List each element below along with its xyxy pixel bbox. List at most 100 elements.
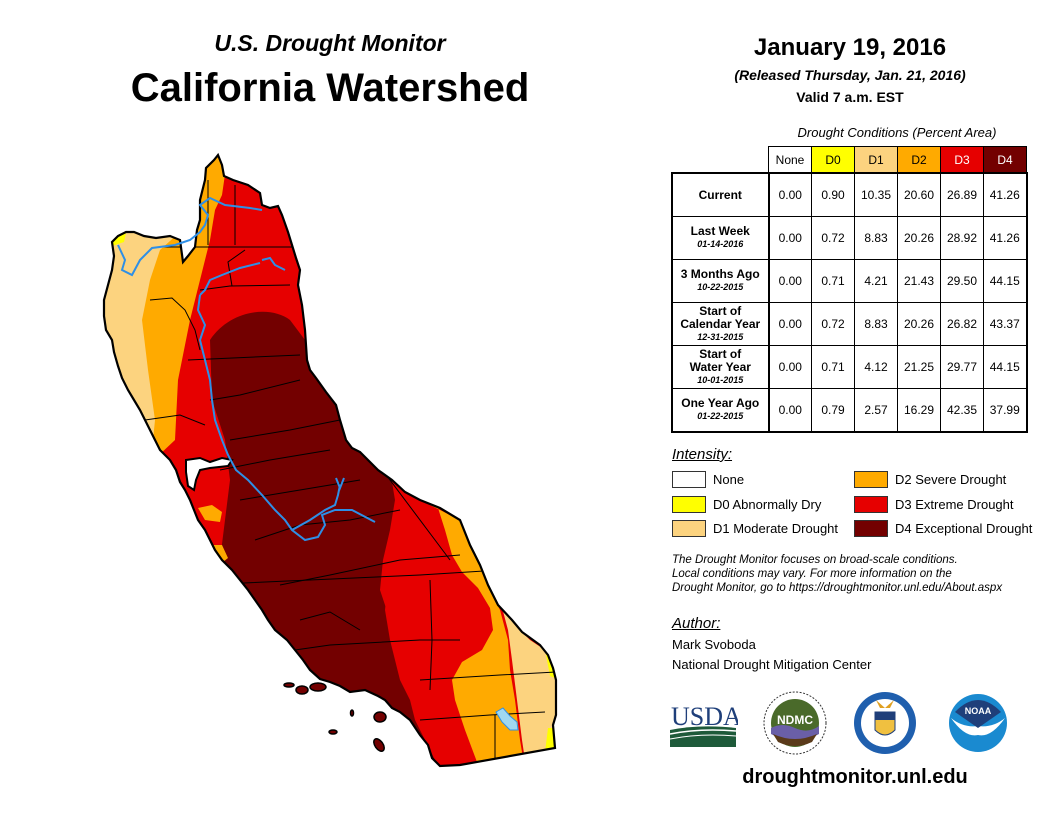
- col-d4: D4: [983, 146, 1027, 174]
- row-label-text: 3 Months Ago: [680, 267, 760, 281]
- cell-d3: 28.92: [940, 216, 984, 260]
- table-row: One Year Ago 01-22-2015 0.00 0.79 2.57 16.29 4…: [671, 388, 1027, 433]
- legend-item-d2: D2 Severe Drought: [854, 471, 1006, 488]
- legend-label: D2 Severe Drought: [895, 472, 1007, 487]
- row-label: Start of Calendar Year 12-31-2015: [671, 302, 770, 346]
- basin-boundaries: [144, 180, 556, 766]
- cell-d2: 20.60: [897, 172, 941, 217]
- cell-d4: 44.15: [983, 259, 1027, 303]
- noaa-logo: NOAA: [949, 694, 1007, 752]
- cell-d4: 44.15: [983, 345, 1027, 389]
- legend-swatch-d4: [854, 520, 888, 537]
- legend-item-none: None: [672, 471, 744, 488]
- ndmc-logo: NDMC: [763, 691, 827, 755]
- row-label: Last Week 01-14-2016: [671, 216, 770, 260]
- band-d1-east: [455, 512, 556, 766]
- col-d1: D1: [854, 146, 898, 174]
- cell-d4: 43.37: [983, 302, 1027, 346]
- usda-logo-text: USDA: [671, 702, 738, 731]
- legend-item-d0: D0 Abnormally Dry: [672, 496, 821, 513]
- cell-d3: 42.35: [940, 388, 984, 433]
- col-d2: D2: [897, 146, 941, 174]
- note-line: The Drought Monitor focuses on broad-sca…: [672, 554, 958, 566]
- website-link[interactable]: droughtmonitor.unl.edu: [742, 766, 968, 788]
- table-caption: Drought Conditions (Percent Area): [797, 125, 997, 140]
- cell-d3: 26.82: [940, 302, 984, 346]
- cell-d3: 29.50: [940, 259, 984, 303]
- legend-heading: Intensity:: [672, 446, 733, 463]
- row-label: One Year Ago 01-22-2015: [671, 388, 770, 433]
- table-row: Start of Water Year 10-01-2015 0.00 0.71 4.12…: [671, 345, 1027, 389]
- row-label: Start of Water Year 10-01-2015: [671, 345, 770, 389]
- cell-d0: 0.72: [811, 302, 855, 346]
- cell-d1: 4.21: [854, 259, 898, 303]
- cell-d0: 0.90: [811, 172, 855, 217]
- legend-label: D4 Exceptional Drought: [895, 521, 1033, 536]
- table-row: 3 Months Ago 10-22-2015 0.00 0.71 4.21 21.43 2…: [671, 259, 1027, 303]
- row-date: 12-31-2015: [697, 331, 744, 342]
- salton-sea: [495, 707, 519, 731]
- col-d3: D3: [940, 146, 984, 174]
- table-row: Last Week 01-14-2016 0.00 0.72 8.83 20.26 28.9…: [671, 216, 1027, 260]
- legend-label: None: [713, 472, 745, 487]
- valid-time: Valid 7 a.m. EST: [796, 89, 904, 105]
- cell-none: 0.00: [768, 216, 812, 260]
- cell-d0: 0.71: [811, 259, 855, 303]
- cell-d3: 29.77: [940, 345, 984, 389]
- row-date: 01-22-2015: [697, 411, 744, 421]
- band-d2-east: [420, 500, 525, 766]
- ndmc-logo-text: NDMC: [777, 713, 813, 727]
- san-francisco-bay: [185, 456, 234, 492]
- legend-label: D0 Abnormally Dry: [713, 497, 822, 512]
- author-organization: National Drought Mitigation Center: [672, 657, 872, 672]
- legend-swatch-none: [672, 471, 706, 488]
- cell-d1: 8.83: [854, 216, 898, 260]
- band-d3-east: [385, 492, 492, 766]
- drought-map: [102, 152, 558, 768]
- cell-d2: 21.25: [897, 345, 941, 389]
- cell-none: 0.00: [768, 302, 812, 346]
- legend-swatch-d1: [672, 520, 706, 537]
- row-date: 10-01-2015: [697, 374, 744, 385]
- row-label-text: One Year Ago: [681, 396, 760, 410]
- row-label-text-2: Water Year: [689, 359, 751, 374]
- channel-islands: [283, 682, 387, 752]
- legend-swatch-d3: [854, 496, 888, 513]
- cell-d1: 4.12: [854, 345, 898, 389]
- map-subtitle: U.S. Drought Monitor: [214, 30, 446, 56]
- table-row: Current 0.00 0.90 10.35 20.60 26.89 41.26: [671, 172, 1027, 217]
- rivers: [117, 196, 376, 542]
- row-date: 10-22-2015: [697, 282, 744, 292]
- row-date: 01-14-2016: [697, 239, 744, 249]
- cell-none: 0.00: [768, 388, 812, 433]
- drought-conditions-table: None D0 D1 D2 D3 D4 Current 0.00 0.90 10.35…: [671, 146, 1028, 433]
- cell-d0: 0.72: [811, 216, 855, 260]
- cell-d4: 37.99: [983, 388, 1027, 433]
- cell-d0: 0.79: [811, 388, 855, 433]
- row-label-text: Start of: [699, 303, 742, 318]
- disclaimer-note: The Drought Monitor focuses on broad-sca…: [672, 553, 1052, 595]
- cell-d3: 26.89: [940, 172, 984, 217]
- col-d0: D0: [811, 146, 855, 174]
- map-title: California Watershed: [130, 66, 530, 110]
- cell-d1: 8.83: [854, 302, 898, 346]
- legend-swatch-d2: [854, 471, 888, 488]
- cell-d4: 41.26: [983, 172, 1027, 217]
- note-line: Local conditions may vary. For more info…: [672, 568, 952, 580]
- row-label: 3 Months Ago 10-22-2015: [671, 259, 770, 303]
- watershed-outline: [102, 152, 558, 768]
- cell-d1: 2.57: [854, 388, 898, 433]
- row-label-text-2: Calendar Year: [680, 316, 761, 331]
- legend-swatch-d0: [672, 496, 706, 513]
- cell-none: 0.00: [768, 172, 812, 217]
- commerce-seal-logo: [854, 692, 916, 754]
- cell-none: 0.00: [768, 345, 812, 389]
- usda-logo: USDA: [670, 702, 738, 747]
- map-date: January 19, 2016: [753, 34, 947, 61]
- cell-d2: 20.26: [897, 216, 941, 260]
- cell-d2: 16.29: [897, 388, 941, 433]
- row-label-text: Start of: [699, 346, 742, 361]
- cell-d2: 20.26: [897, 302, 941, 346]
- legend-item-d1: D1 Moderate Drought: [672, 520, 838, 537]
- legend-label: D3 Extreme Drought: [895, 497, 1014, 512]
